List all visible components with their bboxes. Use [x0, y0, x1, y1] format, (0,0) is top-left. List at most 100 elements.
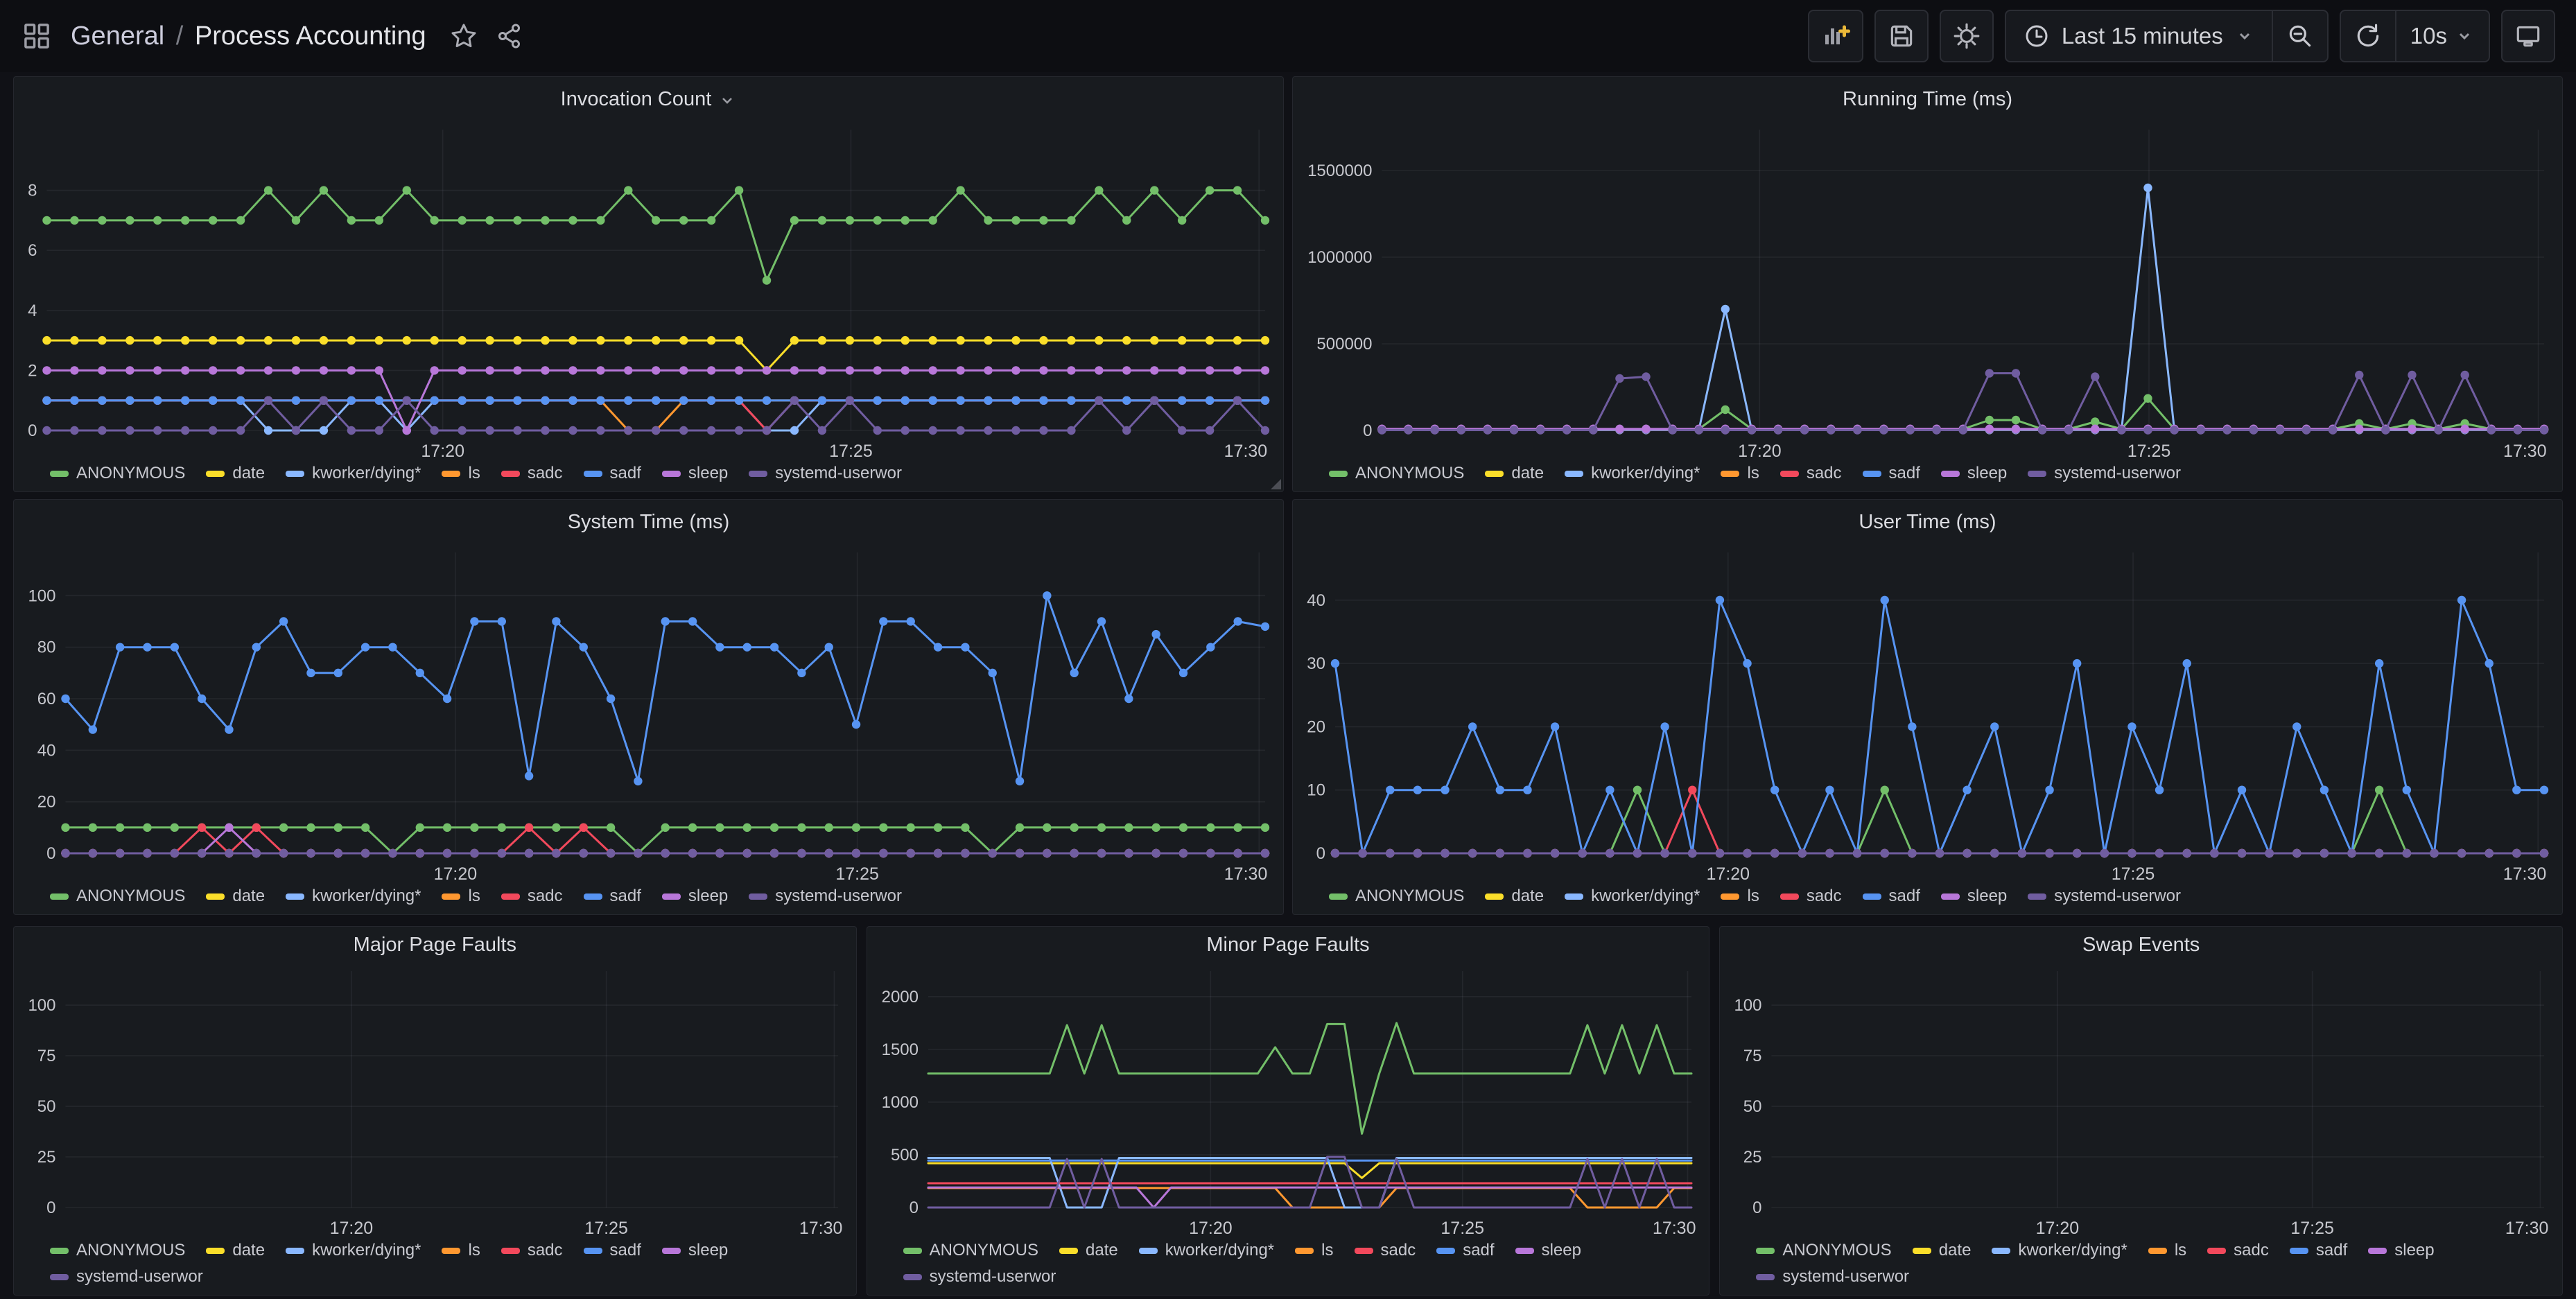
- panel-header[interactable]: Running Time (ms): [1293, 77, 2562, 121]
- add-panel-button[interactable]: [1807, 10, 1863, 62]
- legend-item-kworker-dying[interactable]: kworker/dying*: [286, 887, 421, 906]
- legend-item-sleep[interactable]: sleep: [2368, 1241, 2435, 1260]
- panel-title[interactable]: User Time (ms): [1859, 510, 1996, 533]
- legend-item-systemd-userwor[interactable]: systemd-userwor: [2028, 887, 2181, 906]
- panel-title[interactable]: Major Page Faults: [353, 933, 516, 956]
- legend-item-kworker-dying[interactable]: kworker/dying*: [1565, 464, 1700, 483]
- plus-icon: [1838, 25, 1850, 37]
- save-dashboard-button[interactable]: [1874, 10, 1929, 62]
- legend-item-sadc[interactable]: sadc: [501, 887, 563, 906]
- legend-item-date[interactable]: date: [1912, 1241, 1971, 1260]
- time-range-picker[interactable]: Last 15 minutes: [2006, 11, 2272, 61]
- legend-item-ls[interactable]: ls: [1295, 1241, 1334, 1260]
- star-icon[interactable]: [450, 22, 478, 50]
- legend-item-sadf[interactable]: sadf: [583, 887, 641, 906]
- series-systemd-userwor: [1330, 848, 2549, 858]
- legend-item-sleep[interactable]: sleep: [661, 1241, 728, 1260]
- legend-item-anonymous[interactable]: ANONYMOUS: [50, 1241, 185, 1260]
- legend-item-ls[interactable]: ls: [442, 1241, 480, 1260]
- panel-header[interactable]: User Time (ms): [1293, 500, 2562, 544]
- breadcrumb-dashboard[interactable]: Process Accounting: [194, 21, 426, 51]
- legend-item-sleep[interactable]: sleep: [1940, 464, 2007, 483]
- panel-title[interactable]: Running Time (ms): [1843, 87, 2012, 110]
- legend-item-sadc[interactable]: sadc: [1779, 464, 1842, 483]
- legend-item-sadc[interactable]: sadc: [501, 464, 563, 483]
- legend-item-sadc[interactable]: sadc: [501, 1241, 563, 1260]
- zoom-out-button[interactable]: [2273, 11, 2327, 61]
- panel-header[interactable]: Major Page Faults: [14, 927, 856, 963]
- legend-item-anonymous[interactable]: ANONYMOUS: [903, 1241, 1038, 1260]
- legend-item-kworker-dying[interactable]: kworker/dying*: [286, 1241, 421, 1260]
- refresh-button[interactable]: [2341, 11, 2395, 61]
- legend-item-systemd-userwor[interactable]: systemd-userwor: [50, 1267, 203, 1287]
- panel-title[interactable]: Minor Page Faults: [1206, 933, 1370, 956]
- legend-item-date[interactable]: date: [1485, 887, 1544, 906]
- legend-item-ls[interactable]: ls: [1721, 887, 1759, 906]
- legend-item-anonymous[interactable]: ANONYMOUS: [50, 887, 185, 906]
- kiosk-mode-button[interactable]: [2501, 10, 2555, 62]
- legend-item-systemd-userwor[interactable]: systemd-userwor: [749, 887, 902, 906]
- legend-label: date: [1511, 464, 1544, 482]
- panel-title[interactable]: System Time (ms): [567, 510, 730, 533]
- refresh-interval-picker[interactable]: 10s: [2396, 11, 2489, 61]
- chart-plot-area[interactable]: 0 10 20 30 40 17:20 17:25 17:30: [1293, 544, 2562, 885]
- chart-plot-area[interactable]: 0 500000 1000000 1500000 17:20 17:25 17:30: [1293, 121, 2562, 462]
- legend-item-kworker-dying[interactable]: kworker/dying*: [1565, 887, 1700, 906]
- legend-item-sleep[interactable]: sleep: [661, 464, 728, 483]
- panel-resize-handle[interactable]: [1271, 479, 1281, 489]
- panel-menu-chevron-icon[interactable]: [718, 91, 736, 110]
- legend-item-sadf[interactable]: sadf: [583, 464, 641, 483]
- legend-item-sadc[interactable]: sadc: [1779, 887, 1842, 906]
- panel-header[interactable]: System Time (ms): [14, 500, 1283, 544]
- chart-plot-area[interactable]: 0 500 1000 1500 2000 17:20 17:25 17:30: [867, 963, 1709, 1239]
- legend-item-date[interactable]: date: [206, 1241, 265, 1260]
- share-icon[interactable]: [496, 22, 523, 50]
- legend-item-sadf[interactable]: sadf: [1436, 1241, 1495, 1260]
- legend-item-sleep[interactable]: sleep: [1515, 1241, 1581, 1260]
- legend-item-sadf[interactable]: sadf: [2289, 1241, 2347, 1260]
- legend: ANONYMOUS date kworker/dying* ls sadc sadf sle…: [867, 1239, 1709, 1295]
- legend-item-sleep[interactable]: sleep: [661, 887, 728, 906]
- legend-item-anonymous[interactable]: ANONYMOUS: [50, 464, 185, 483]
- legend-item-anonymous[interactable]: ANONYMOUS: [1329, 887, 1464, 906]
- legend-item-systemd-userwor[interactable]: systemd-userwor: [1756, 1267, 1909, 1287]
- legend-item-sadc[interactable]: sadc: [1354, 1241, 1416, 1260]
- legend-item-anonymous[interactable]: ANONYMOUS: [1329, 464, 1464, 483]
- legend-item-sleep[interactable]: sleep: [1940, 887, 2007, 906]
- legend-item-ls[interactable]: ls: [1721, 464, 1759, 483]
- chart-plot-area[interactable]: 0 25 50 75 100 17:20 17:25 17:30: [14, 963, 856, 1239]
- chart-plot-area[interactable]: 0 2 4 6 8 17:20 17:25 17:30: [14, 121, 1283, 462]
- legend-item-systemd-userwor[interactable]: systemd-userwor: [749, 464, 902, 483]
- panel-header[interactable]: Invocation Count: [14, 77, 1283, 121]
- legend-item-sadf[interactable]: sadf: [1862, 464, 1920, 483]
- dashboards-grid-icon[interactable]: [21, 20, 53, 52]
- panel-title[interactable]: Invocation Count: [560, 87, 712, 110]
- panel-title[interactable]: Swap Events: [2082, 933, 2200, 956]
- legend-item-sadf[interactable]: sadf: [583, 1241, 641, 1260]
- chart-plot-area[interactable]: 0 25 50 75 100 17:20 17:25 17:30: [1720, 963, 2562, 1239]
- breadcrumb-text: General / Process Accounting: [71, 21, 426, 51]
- panel-header[interactable]: Minor Page Faults: [867, 927, 1709, 963]
- legend-item-date[interactable]: date: [1059, 1241, 1118, 1260]
- legend-item-anonymous[interactable]: ANONYMOUS: [1756, 1241, 1892, 1260]
- svg-text:0: 0: [1316, 844, 1325, 863]
- breadcrumb-folder[interactable]: General: [71, 21, 165, 51]
- legend-item-ls[interactable]: ls: [442, 464, 480, 483]
- panel-header[interactable]: Swap Events: [1720, 927, 2562, 963]
- legend-item-sadc[interactable]: sadc: [2207, 1241, 2269, 1260]
- legend-item-ls[interactable]: ls: [2148, 1241, 2186, 1260]
- legend-item-ls[interactable]: ls: [442, 887, 480, 906]
- legend-item-kworker-dying[interactable]: kworker/dying*: [1138, 1241, 1274, 1260]
- legend-item-date[interactable]: date: [206, 887, 265, 906]
- legend-item-kworker-dying[interactable]: kworker/dying*: [1992, 1241, 2127, 1260]
- legend-item-date[interactable]: date: [1485, 464, 1544, 483]
- legend-swatch-icon: [1912, 1247, 1931, 1254]
- dashboard-settings-button[interactable]: [1939, 10, 1994, 62]
- legend-item-systemd-userwor[interactable]: systemd-userwor: [2028, 464, 2181, 483]
- legend-item-systemd-userwor[interactable]: systemd-userwor: [903, 1267, 1056, 1287]
- legend-item-kworker-dying[interactable]: kworker/dying*: [286, 464, 421, 483]
- chart-plot-area[interactable]: 0 20 40 60 80 100 17:20 17:25 17:30: [14, 544, 1283, 885]
- legend-item-date[interactable]: date: [206, 464, 265, 483]
- legend-item-sadf[interactable]: sadf: [1862, 887, 1920, 906]
- svg-text:17:30: 17:30: [1224, 864, 1268, 884]
